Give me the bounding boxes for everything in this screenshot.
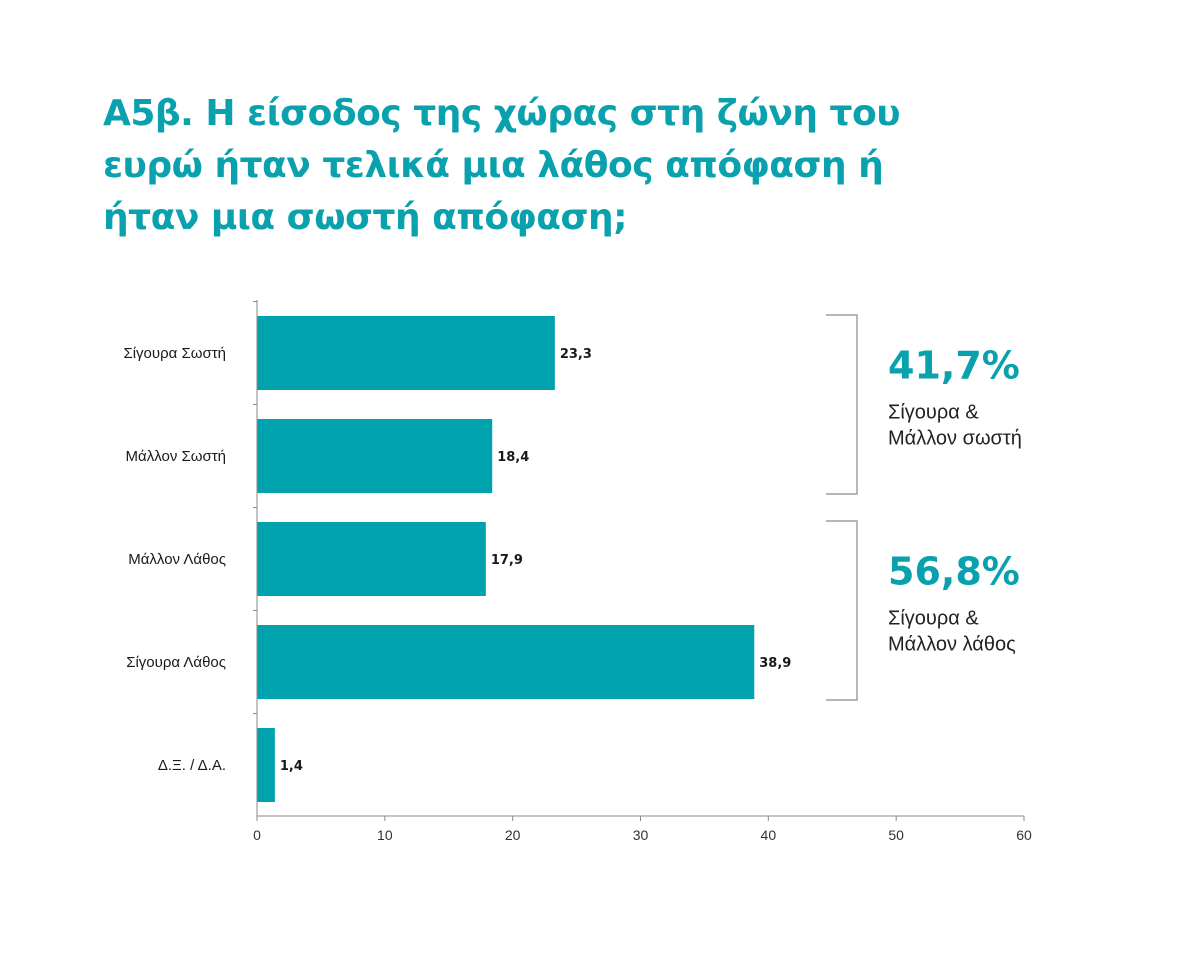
data-label: 17,9 — [491, 553, 523, 568]
group-percent: 41,7% — [888, 344, 1020, 388]
x-tick-label: 10 — [377, 827, 393, 843]
x-tick-label: 0 — [253, 827, 261, 843]
data-label: 1,4 — [280, 759, 303, 774]
bar — [257, 728, 275, 802]
category-label: Σίγουρα Σωστή — [123, 345, 226, 362]
group-bracket — [826, 314, 858, 495]
category-label: Δ.Ξ. / Δ.Α. — [158, 757, 226, 774]
category-label: Μάλλον Λάθος — [128, 551, 226, 568]
bar — [257, 522, 486, 596]
bar — [257, 419, 493, 493]
group-label: Μάλλον σωστή — [888, 428, 1022, 450]
axis-layer: 0 10 20 30 40 50 60 — [253, 300, 1032, 843]
category-label: Μάλλον Σωστή — [126, 448, 226, 465]
group-label: Σίγουρα & — [888, 608, 979, 630]
x-tick-label: 20 — [505, 827, 521, 843]
bar — [257, 625, 755, 699]
data-label: 38,9 — [759, 656, 791, 671]
data-label: 18,4 — [497, 450, 529, 465]
group-bracket — [826, 520, 858, 701]
category-label: Σίγουρα Λάθος — [126, 654, 226, 671]
x-tick-label: 60 — [1016, 827, 1032, 843]
group-percent: 56,8% — [888, 550, 1020, 594]
bar — [257, 316, 555, 390]
data-label: 23,3 — [560, 347, 592, 362]
chart-title: Α5β. Η είσοδος της χώρας στη ζώνη του ευ… — [103, 93, 901, 238]
x-tick-label: 30 — [633, 827, 649, 843]
bars-layer: Σίγουρα Σωστή 23,3 Μάλλον Σωστή 18,4 Μάλλον … — [123, 316, 791, 802]
group-brackets: 41,7% Σίγουρα & Μάλλον σωστή 56,8% Σίγουρα &… — [826, 314, 1022, 701]
group-label: Σίγουρα & — [888, 402, 979, 424]
group-label: Μάλλον λάθος — [888, 634, 1016, 656]
x-tick-label: 40 — [761, 827, 777, 843]
x-tick-label: 50 — [888, 827, 904, 843]
